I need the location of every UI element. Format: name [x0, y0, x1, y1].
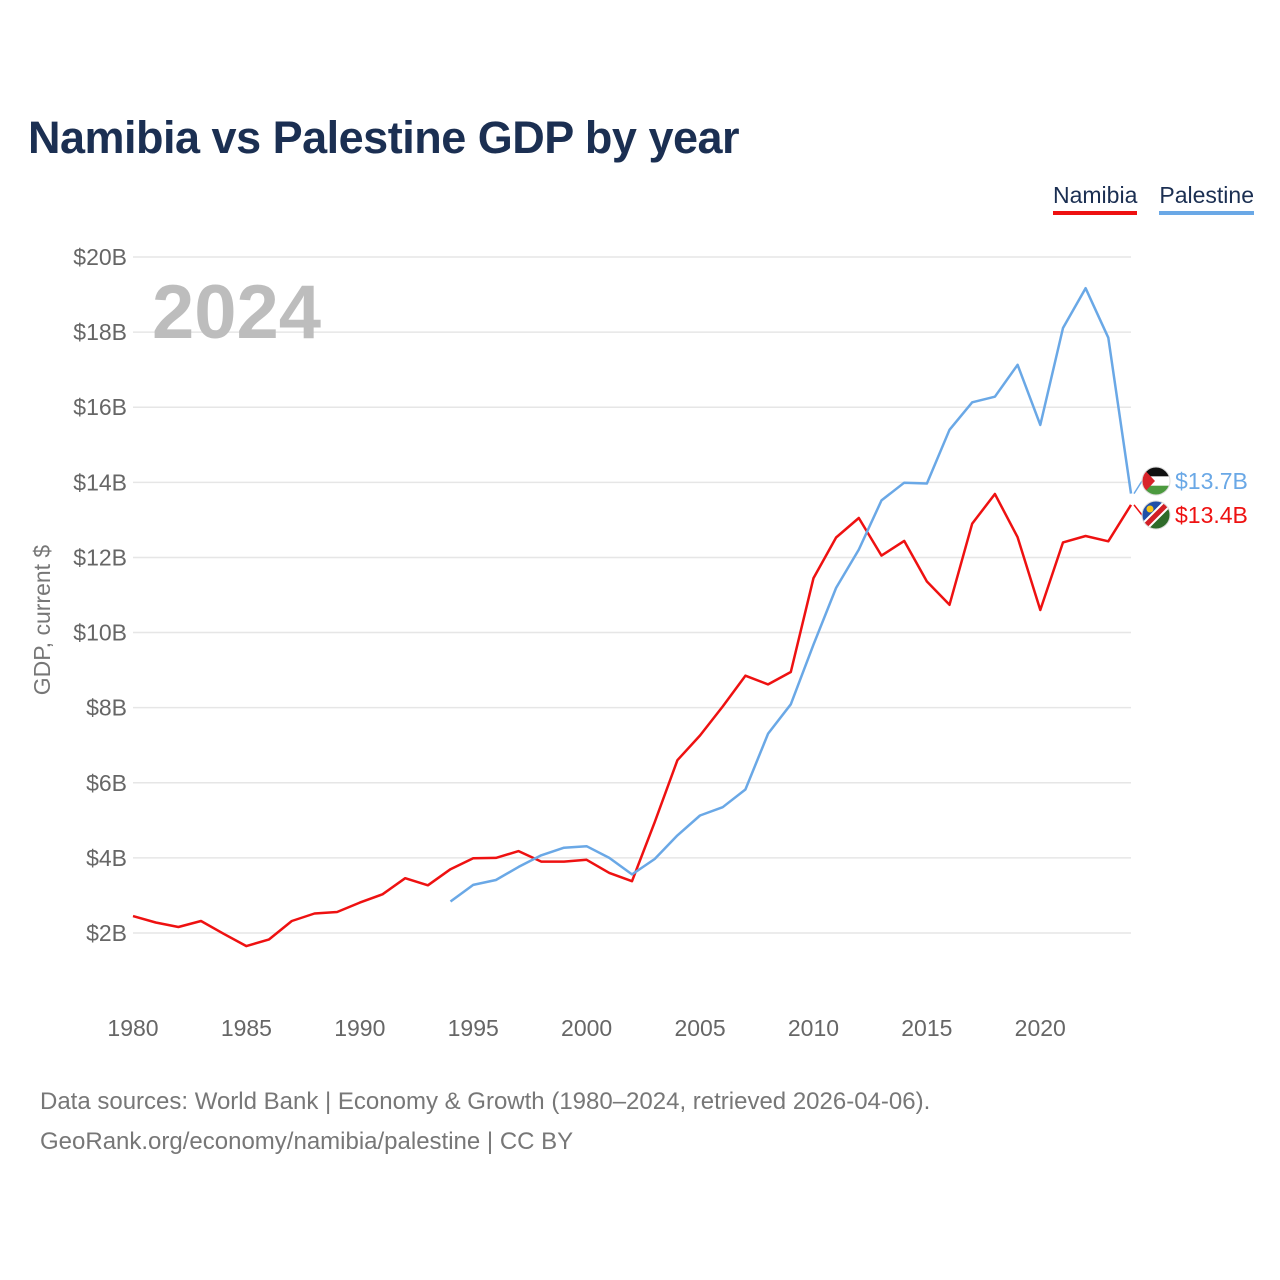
x-tick-label: 1980	[107, 1015, 158, 1041]
source-line-2[interactable]: GeoRank.org/economy/namibia/palestine | …	[40, 1128, 574, 1155]
gridlines	[133, 256, 1131, 934]
y-tick-label: $8B	[86, 695, 127, 721]
flag-namibia-icon	[1141, 500, 1171, 530]
y-axis-ticks: $2B $4B $6B $8B $10B $12B $14B $16B $18B $20B	[73, 244, 127, 946]
source-line-1: Data sources: World Bank | Economy & Gro…	[40, 1088, 931, 1115]
x-tick-label: 2005	[674, 1015, 725, 1041]
legend-item-namibia[interactable]: Namibia	[1053, 182, 1138, 215]
series-end-labels: $13.4B $13.7B	[1133, 466, 1248, 530]
flag-palestine-icon	[1141, 466, 1171, 496]
x-tick-label: 1990	[334, 1015, 385, 1041]
legend-item-palestine[interactable]: Palestine	[1159, 182, 1254, 215]
series-line-namibia[interactable]	[132, 492, 1133, 948]
y-tick-label: $16B	[73, 394, 127, 420]
legend: Namibia Palestine	[1053, 182, 1254, 215]
source-note: Data sources: World Bank | Economy & Gro…	[40, 1082, 930, 1162]
x-axis-ticks: 1980 1985 1990 1995 2000 2005 2010 2015 2020	[107, 1015, 1065, 1041]
y-tick-label: $14B	[73, 469, 127, 495]
y-tick-label: $12B	[73, 544, 127, 570]
series-line-palestine[interactable]	[449, 286, 1133, 903]
y-tick-label: $4B	[86, 845, 127, 871]
year-watermark: 2024	[152, 270, 321, 355]
end-connector-palestine	[1133, 480, 1143, 495]
end-connector-namibia	[1133, 504, 1143, 516]
x-tick-label: 2015	[901, 1015, 952, 1041]
end-label-palestine: $13.7B	[1175, 468, 1248, 494]
x-tick-label: 1995	[448, 1015, 499, 1041]
y-tick-label: $10B	[73, 620, 127, 646]
chart-title: Namibia vs Palestine GDP by year	[28, 112, 740, 163]
y-axis-label: GDP, current $	[29, 545, 55, 696]
y-tick-label: $6B	[86, 770, 127, 796]
series-lines	[132, 286, 1133, 948]
end-label-namibia: $13.4B	[1175, 502, 1248, 528]
y-tick-label: $18B	[73, 319, 127, 345]
x-tick-label: 1985	[221, 1015, 272, 1041]
y-tick-label: $2B	[86, 920, 127, 946]
x-tick-label: 2010	[788, 1015, 839, 1041]
y-tick-label: $20B	[73, 244, 127, 270]
x-tick-label: 2000	[561, 1015, 612, 1041]
x-tick-label: 2020	[1015, 1015, 1066, 1041]
